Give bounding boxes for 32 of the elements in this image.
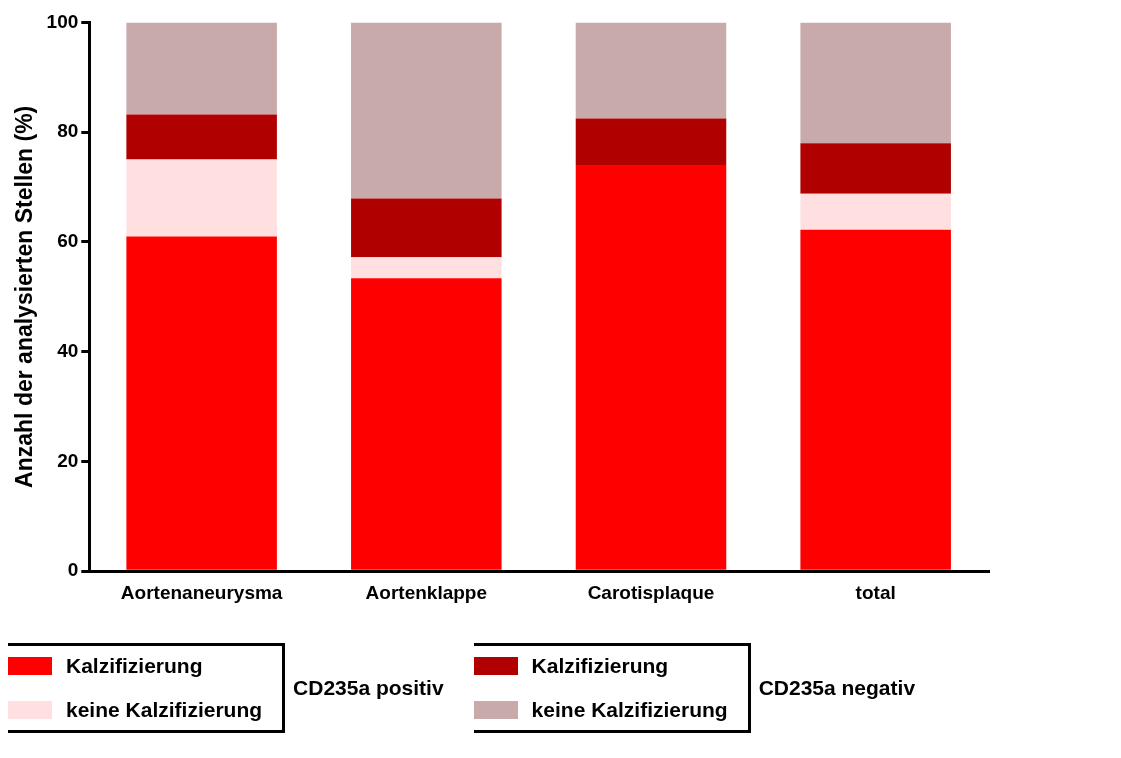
bar: [800, 143, 951, 194]
x-tick-label: Carotisplaque: [587, 581, 715, 603]
y-tick-label: 20: [57, 449, 79, 471]
bar: [800, 193, 951, 230]
bar: [351, 22, 502, 199]
bar: [126, 236, 277, 570]
bar: [351, 278, 502, 570]
bar: [126, 114, 277, 160]
text: CD235a negativ: [758, 676, 916, 700]
legend-label: Kalzifizierung: [66, 654, 203, 678]
bar: [351, 257, 502, 279]
bar: [126, 22, 277, 115]
legend-label: keine Kalzifizierung: [66, 698, 263, 722]
y-tick-label: 100: [46, 10, 79, 32]
bar: [575, 118, 727, 166]
y-tick-label: 60: [57, 230, 79, 252]
x-tick-label: Aortenklappe: [365, 581, 488, 603]
text: CD235a positiv: [293, 676, 444, 700]
bar: [575, 165, 727, 570]
y-tick-label: 0: [67, 559, 79, 581]
bar: [800, 229, 951, 570]
x-tick-label: Aortenaneurysma: [120, 581, 283, 603]
bar: [126, 159, 277, 237]
legend-label: Kalzifizierung: [531, 654, 669, 678]
bar: [800, 22, 951, 144]
legend-label: keine Kalzifizierung: [531, 698, 728, 722]
bar: [575, 22, 727, 119]
bar: [351, 198, 502, 258]
y-tick-label: 40: [57, 339, 79, 361]
y-tick-label: 80: [57, 120, 79, 142]
y-axis-title: Anzahl der analysierten Stellen (%): [11, 105, 38, 488]
x-tick-label: total: [855, 581, 896, 603]
